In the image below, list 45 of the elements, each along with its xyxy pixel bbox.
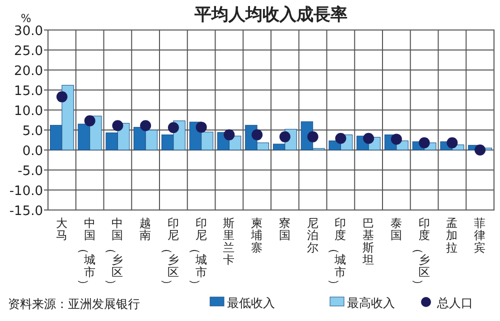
legend-label: 总人口 [436, 296, 473, 310]
text: 资料来源：亚洲发展银行 [8, 297, 140, 311]
x-tick-label: 越南 [140, 216, 152, 242]
x-tick-label: 中国（城市） [76, 216, 96, 291]
point [363, 132, 374, 144]
y-tick-label: -5.0 [18, 164, 43, 179]
point [279, 131, 290, 142]
y-tick-label: 0.0 [22, 144, 43, 159]
y-tick-label: 25.0 [14, 44, 43, 59]
y-tick-label: -15.0 [9, 204, 43, 219]
x-tick-label: 斯里兰卡 [223, 216, 236, 267]
legend-label: 最高收入 [347, 296, 395, 310]
x-tick-label: 菲律宾 [474, 216, 486, 254]
x-tick-label: 印尼（城市） [188, 216, 208, 291]
x-tick-label: 泰国 [390, 216, 402, 242]
x-tick-label: 巴基斯坦 [362, 216, 375, 267]
point [112, 120, 124, 132]
y-tick-label: -10.0 [9, 184, 43, 199]
point [224, 129, 235, 140]
point [84, 115, 96, 126]
point [168, 122, 179, 134]
point [446, 137, 458, 148]
x-tick-label: 孟加拉 [446, 216, 458, 254]
y-tick-label: 15.0 [14, 84, 43, 99]
y-tick-label: 5.0 [22, 124, 43, 139]
y-tick-label: 30.0 [14, 24, 43, 39]
x-tick-label: 印度（城市） [328, 216, 347, 291]
chart-title: 平均人均收入成長率 [194, 5, 348, 25]
x-tick-label: 寮国 [278, 216, 291, 242]
point [140, 120, 152, 132]
x-tick-label: 中国（乡区） [104, 216, 124, 291]
y-axis-title: % [20, 12, 32, 25]
x-tick-label: 印尼（乡区） [160, 216, 180, 291]
point [418, 137, 430, 148]
point [474, 144, 486, 156]
x-tick-label: 印度（乡区） [411, 216, 430, 291]
y-tick-label: 20.0 [14, 64, 43, 79]
y-tick-label: 10.0 [14, 104, 43, 119]
point [56, 91, 68, 102]
x-tick-label: 柬埔寨 [250, 216, 264, 254]
x-tick-label: 大马 [56, 216, 68, 242]
point [252, 129, 263, 140]
legend-label: 最低收入 [227, 296, 275, 310]
x-tick-label: 尼泊尔 [306, 216, 319, 254]
point [196, 122, 207, 133]
